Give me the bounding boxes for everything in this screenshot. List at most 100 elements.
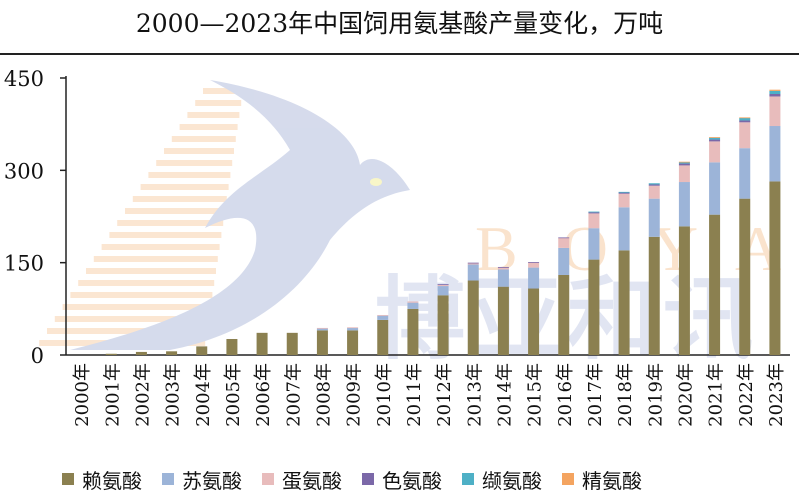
bar-segment [437,284,449,287]
bar-segment [256,332,268,355]
bar-segment [588,211,600,213]
bar-segment [739,148,751,199]
bar-segment [648,198,660,237]
bar-segment [739,120,751,123]
watermark-stripe [179,124,238,130]
bar-segment [709,137,721,138]
y-tick-label: 0 [31,344,44,368]
bar-segment [467,280,479,355]
bar-segment [377,319,389,355]
bar-segment [558,274,570,355]
bar-segment [558,247,570,275]
bar-segment [558,237,570,239]
bar-segment [528,267,540,289]
watermark-stripe [164,148,234,154]
x-tick-label: 2012年 [434,363,455,427]
watermark-bird-shape [70,80,410,350]
legend-label: 苏氨酸 [182,468,242,493]
x-tick-label: 2013年 [464,363,485,427]
x-tick-label: 2010年 [374,363,395,427]
bar-segment [497,267,509,270]
legend-label: 赖氨酸 [82,468,142,493]
watermark-stripe [47,328,207,334]
x-tick-label: 2011年 [404,363,425,427]
legend-item: 缬氨酸 [462,465,542,494]
bar-segment [588,259,600,355]
bar-segment [437,295,449,355]
bar-segment [739,117,751,119]
watermark-stripe [203,88,243,94]
x-tick-label: 2009年 [344,363,365,427]
bar-segment [316,330,328,355]
bar-segment [316,328,328,331]
bar-segment [739,198,751,355]
x-tick-label: 2016年 [555,363,576,427]
watermark-bird-eye [370,178,382,186]
legend-swatch [162,473,174,485]
bar-segment [497,286,509,355]
bar-segment [648,185,660,199]
x-tick-label: 2003年 [163,363,184,427]
bar-segment [678,162,690,164]
bar-segment [347,330,359,355]
legend-swatch [462,473,474,485]
title-divider [0,53,799,55]
legend-item: 色氨酸 [362,465,442,494]
bar-segment [769,89,781,91]
x-tick-label: 2017年 [585,363,606,427]
bar-segment [648,184,660,186]
bar-segment [678,161,690,163]
bar-segment [618,192,630,194]
y-tick-label: 150 [4,252,44,276]
bar-segment [709,137,721,140]
bar-segment [648,236,660,355]
bar-segment [407,301,419,303]
bar-segment [678,163,690,166]
watermark-stripe [132,196,227,202]
bar-segment [588,213,600,229]
x-tick-label: 2001年 [102,363,123,427]
x-tick-label: 2015年 [525,363,546,427]
bar-segment [769,94,781,97]
legend-item: 赖氨酸 [62,465,142,494]
bar-segment [709,141,721,163]
bar-segment [618,250,630,355]
x-tick-label: 2002年 [132,363,153,427]
x-tick-label: 2007年 [283,363,304,427]
bar-segment [769,90,781,95]
x-axis-ticks: 2000年 2001年 2002年 2003年 2004年 2005年 2006年 2007年… [72,363,787,427]
y-tick-label: 300 [4,159,44,183]
bar-segment [105,353,117,355]
bar-segment [769,96,781,127]
bar-segment [709,162,721,215]
y-axis-ticks: 0 150 300 450 [4,67,66,368]
legend-swatch [262,473,274,485]
bar-segment [528,262,540,263]
bar-segment [528,288,540,355]
watermark-stripe [70,292,213,298]
bar-segment [678,165,690,183]
bar-segment [467,264,479,281]
bar-segment [377,314,389,316]
watermark-stripe [140,184,229,190]
watermark-stripe [171,136,236,142]
legend-swatch [562,473,574,485]
watermark-stripe [156,160,233,166]
bar-segment [618,207,630,251]
legend-label: 蛋氨酸 [282,468,342,493]
legend-label: 精氨酸 [582,468,642,493]
bar-segment [528,262,540,268]
watermark-stripe [93,256,218,262]
bar-segment [467,263,479,265]
bar-segment [739,118,751,121]
bar-segment [558,238,570,248]
bar-segment [739,122,751,149]
legend: 赖氨酸 苏氨酸 蛋氨酸 色氨酸 缬氨酸 精氨酸 [62,465,662,493]
watermark-stripe [86,268,216,274]
watermark-stripes [39,88,243,346]
legend-swatch [362,473,374,485]
x-tick-label: 2023年 [766,363,787,427]
bar-segment [648,183,660,185]
bar-segment [377,315,389,320]
x-tick-label: 2000年 [72,363,93,427]
